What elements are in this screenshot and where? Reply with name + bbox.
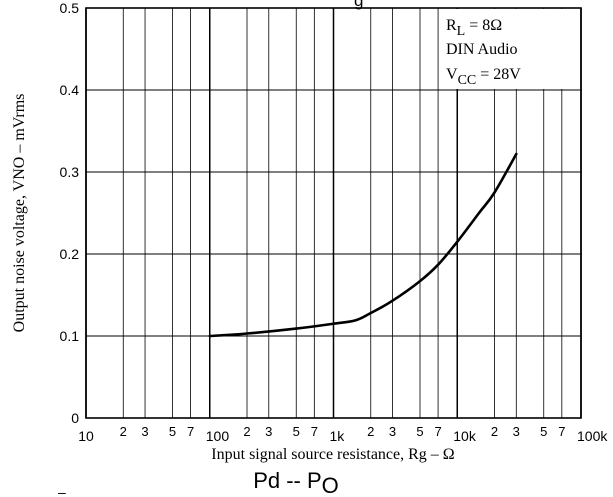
y-axis-label: Output noise voltage, VNO – mVrms	[11, 94, 28, 333]
next-chart-title: Pd -- PO	[253, 468, 339, 497]
x-minor-tick-label: 3	[141, 424, 148, 439]
x-minor-tick-label: 7	[434, 424, 441, 439]
x-minor-tick-label: 5	[416, 424, 423, 439]
y-tick-label: 0.4	[60, 82, 80, 98]
y-tick-label: 0.1	[60, 328, 80, 344]
x-major-tick-label: 10	[78, 428, 94, 444]
x-minor-tick-label: 2	[491, 424, 498, 439]
plot-frame	[85, 7, 582, 419]
x-minor-tick-label: 2	[120, 424, 127, 439]
annotation-din-audio: DIN Audio	[446, 41, 518, 58]
x-minor-tick-label: 5	[169, 424, 176, 439]
y-tick-label: 0.5	[60, 0, 80, 16]
x-major-tick-label: 10k	[453, 428, 477, 444]
x-minor-tick-label: 2	[243, 424, 250, 439]
y-tick-label: 0.2	[60, 246, 80, 262]
y-tick-label: 0.3	[60, 164, 80, 180]
x-minor-tick-label: 7	[558, 424, 565, 439]
y-tick-labels: 0 0.1 0.2 0.3 0.4 0.5	[60, 0, 80, 426]
noise-curve-series	[208, 152, 518, 338]
x-minor-tick-label: 3	[389, 424, 396, 439]
x-minor-tick-label: 7	[311, 424, 318, 439]
x-major-tick-label: 1k	[330, 428, 346, 444]
x-minor-tick-label: 7	[187, 424, 194, 439]
x-major-tick-label: 100k	[577, 428, 608, 444]
y-tick-label: 0	[71, 410, 79, 426]
x-major-tick-label: 100	[206, 428, 230, 444]
chart-title-fragment: g	[354, 0, 363, 10]
x-minor-tick-label: 3	[265, 424, 272, 439]
x-axis-label: Input signal source resistance, Rg – Ω	[211, 446, 455, 463]
x-minor-tick-label: 2	[367, 424, 374, 439]
x-minor-tick-label: 3	[513, 424, 520, 439]
stray-mark: –	[58, 484, 66, 497]
x-minor-tick-label: 5	[540, 424, 547, 439]
annotation-box	[440, 9, 577, 89]
annotation-vcc: VCC = 28V	[446, 66, 521, 88]
annotation-load: RL = 8Ω	[446, 17, 502, 39]
x-minor-tick-label: 5	[293, 424, 300, 439]
